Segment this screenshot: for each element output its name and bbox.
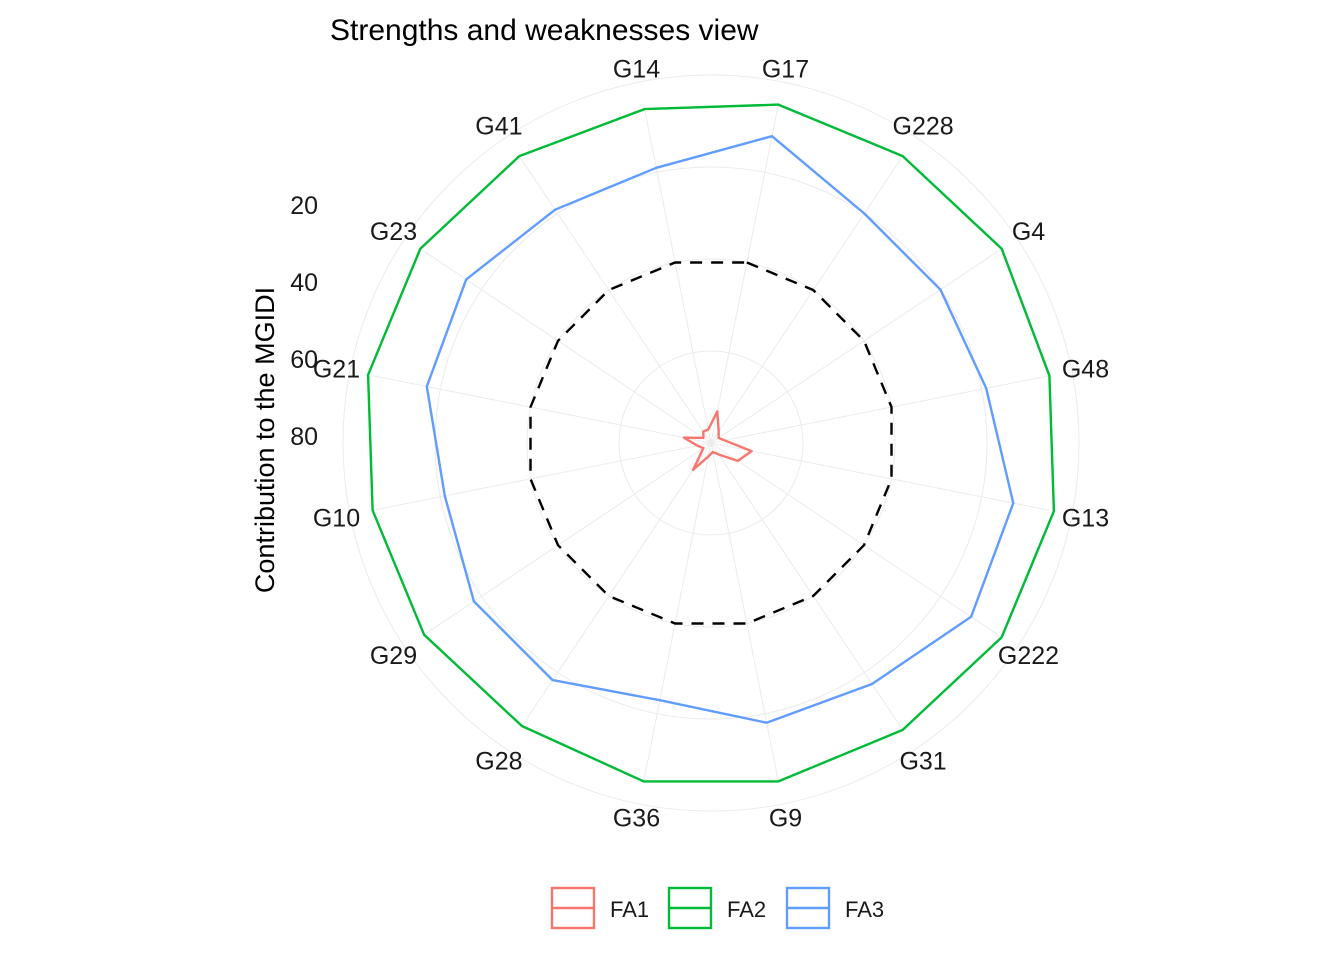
legend-label: FA1 <box>610 897 649 922</box>
radial-tick-label: 60 <box>290 346 318 374</box>
grid-spoke <box>710 104 779 444</box>
category-label: G13 <box>1062 505 1109 533</box>
series-lines <box>366 103 1056 783</box>
radial-tick-labels: 20 40 60 80 <box>290 192 318 451</box>
grid-spoke <box>518 442 712 731</box>
grid-spoke <box>710 442 904 731</box>
grid-spoke <box>710 442 999 636</box>
legend: FA1 FA2 FA3 <box>550 886 884 930</box>
legend-label: FA2 <box>727 897 766 922</box>
category-label: G10 <box>313 505 360 533</box>
series-line-fa3 <box>425 134 1015 724</box>
legend-item-fa2: FA2 <box>667 886 766 930</box>
radar-grid <box>342 74 1080 812</box>
grid-spoke <box>643 442 712 782</box>
category-label: G4 <box>1012 218 1045 246</box>
grid-spoke <box>710 250 999 444</box>
category-label: G14 <box>613 56 660 84</box>
grid-spoke <box>518 155 712 444</box>
grid-spoke <box>372 375 712 444</box>
chart-title: Strengths and weaknesses view <box>330 14 759 47</box>
grid-ring <box>526 258 896 628</box>
grid-spoke <box>643 104 712 444</box>
grid-spoke <box>710 442 779 782</box>
category-label: G31 <box>899 748 946 776</box>
legend-item-fa3: FA3 <box>785 886 884 930</box>
series-line-fa1 <box>682 410 753 471</box>
grid-spoke <box>423 250 712 444</box>
category-label: G9 <box>769 805 802 833</box>
legend-item-fa1: FA1 <box>550 886 649 930</box>
category-label: G48 <box>1062 356 1109 384</box>
grid-ring <box>342 74 1080 812</box>
grid-spoke <box>710 442 1050 511</box>
category-label: G17 <box>762 56 809 84</box>
category-label: G36 <box>613 805 660 833</box>
category-label: G29 <box>370 642 417 670</box>
category-label: G21 <box>313 356 360 384</box>
grid-spoke <box>710 155 904 444</box>
reference-line <box>529 261 893 625</box>
category-label: G41 <box>475 113 522 141</box>
series-line-fa2 <box>366 103 1056 783</box>
radial-tick-label: 40 <box>290 269 318 297</box>
category-label: G222 <box>998 642 1059 670</box>
legend-label: FA3 <box>845 897 884 922</box>
radial-tick-label: 80 <box>290 423 318 451</box>
grid-ring <box>618 350 804 536</box>
grid-spoke <box>372 442 712 511</box>
y-axis-label: Contribution to the MGIDI <box>250 287 280 593</box>
radial-tick-label: 20 <box>290 192 318 220</box>
category-label: G23 <box>370 218 417 246</box>
grid-spoke <box>710 375 1050 444</box>
category-label: G28 <box>475 748 522 776</box>
category-label: G228 <box>893 113 954 141</box>
grid-spoke <box>423 442 712 636</box>
category-labels: G17 G228 G4 G48 G13 G222 G31 G9 G36 G28 G29 G10 G21 G… <box>313 56 1109 833</box>
